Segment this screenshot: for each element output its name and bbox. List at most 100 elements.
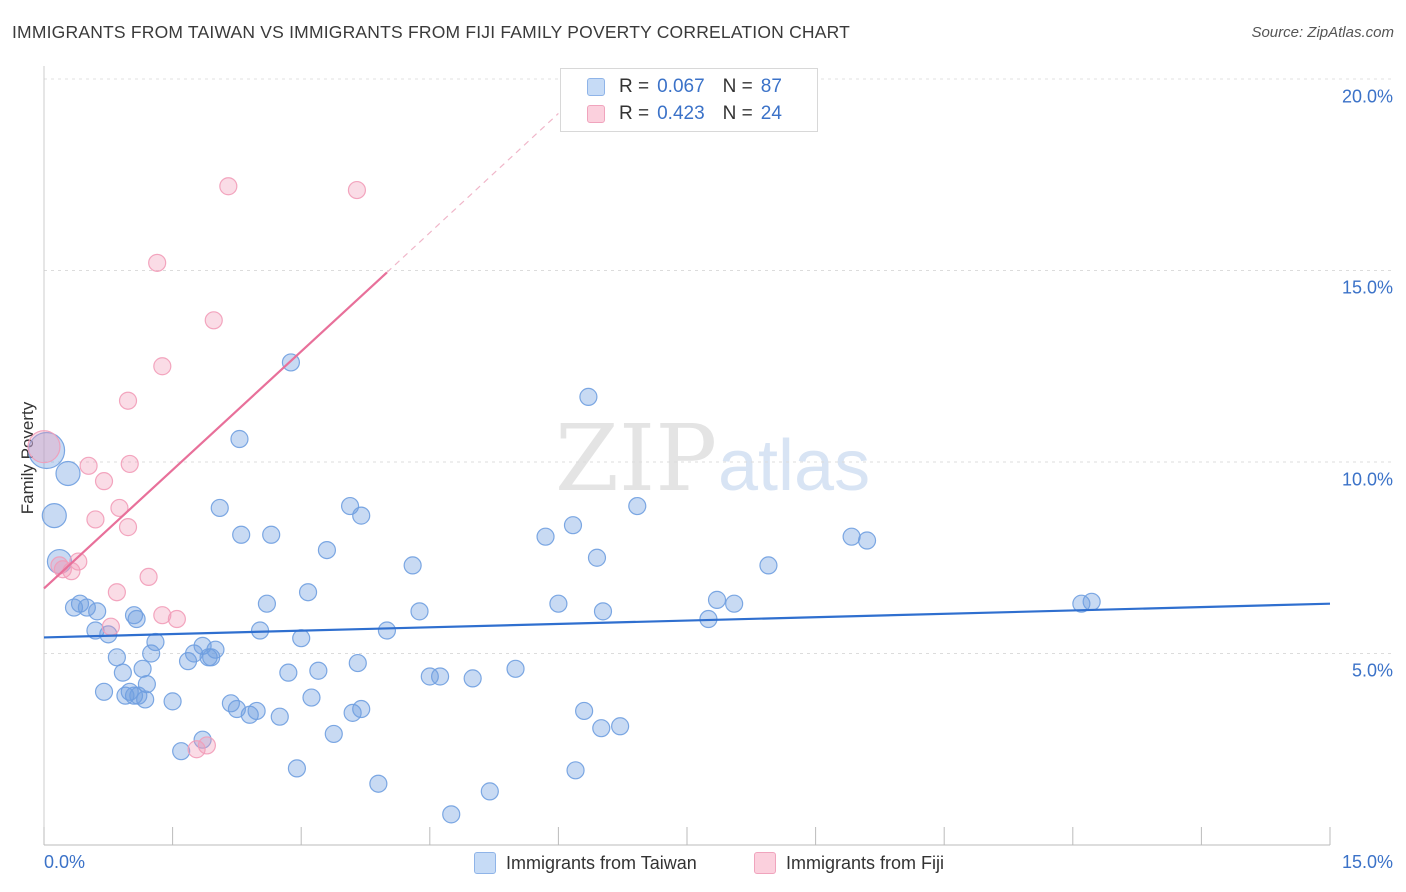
- fiji-point: [148, 253, 167, 272]
- r-label: R =: [619, 76, 650, 97]
- y-tick-label-15: 15.0%: [1341, 277, 1393, 298]
- taiwan-point: [1082, 592, 1101, 611]
- taiwan-point: [317, 540, 337, 560]
- taiwan-point: [142, 644, 161, 663]
- taiwan-point: [592, 719, 611, 738]
- taiwan-point: [575, 701, 594, 721]
- fiji-point: [153, 606, 172, 625]
- taiwan-point: [309, 661, 328, 680]
- taiwan-point: [410, 602, 429, 621]
- taiwan-point: [94, 682, 114, 701]
- taiwan-point: [579, 387, 598, 406]
- fiji-point: [107, 583, 126, 602]
- taiwan-point: [262, 525, 281, 544]
- legend-row-fiji: R = 0.423 N = 24: [587, 103, 782, 125]
- fiji-point: [197, 736, 216, 755]
- legend-item-fiji: Immigrants from Fiji: [754, 852, 944, 874]
- n-value: 87: [760, 76, 782, 97]
- chart-title: IMMIGRANTS FROM TAIWAN VS IMMIGRANTS FRO…: [12, 22, 851, 42]
- fiji-point: [139, 567, 158, 587]
- n-label: N =: [722, 103, 753, 124]
- taiwan-point: [536, 527, 555, 546]
- fiji-point: [204, 311, 223, 330]
- taiwan-point: [628, 496, 647, 516]
- fiji-point: [86, 510, 105, 529]
- fiji-legend-swatch: [754, 852, 776, 874]
- taiwan-point: [232, 525, 251, 544]
- taiwan-point: [116, 686, 135, 705]
- taiwan-point: [206, 640, 225, 659]
- fiji-point: [118, 391, 138, 410]
- taiwan-point: [133, 659, 152, 678]
- taiwan-point: [430, 667, 450, 686]
- source-label: Source: ZipAtlas.com: [1251, 24, 1394, 41]
- x-tick-label-max: 15.0%: [1341, 852, 1393, 872]
- taiwan-point: [587, 548, 607, 567]
- watermark-zip: ZIP: [555, 405, 717, 512]
- fiji-point: [120, 454, 139, 474]
- fiji-trend-extension: [386, 113, 559, 273]
- taiwan-point: [163, 692, 182, 711]
- taiwan-point: [287, 759, 307, 778]
- taiwan-point: [230, 429, 249, 449]
- taiwan-point: [842, 527, 861, 546]
- r-label: R =: [619, 103, 650, 124]
- taiwan-point: [257, 594, 277, 613]
- taiwan-point: [298, 583, 318, 602]
- fiji-point: [94, 472, 114, 491]
- taiwan-point: [759, 556, 778, 575]
- taiwan-point: [352, 699, 371, 719]
- y-tick-label-20: 20.0%: [1341, 86, 1393, 107]
- taiwan-swatch: [587, 78, 605, 96]
- fiji-point: [219, 177, 238, 196]
- taiwan-point: [348, 653, 367, 673]
- fiji-point: [187, 740, 206, 759]
- taiwan-point: [55, 460, 81, 487]
- taiwan-point: [113, 663, 132, 682]
- legend-row-taiwan: R = 0.067 N = 87: [587, 76, 782, 98]
- taiwan-point: [549, 594, 568, 613]
- taiwan-point: [41, 503, 67, 529]
- y-tick-label-10: 10.0%: [1341, 469, 1393, 490]
- fiji-point: [101, 617, 120, 636]
- r-value: 0.067: [657, 76, 705, 97]
- taiwan-point: [247, 701, 266, 721]
- taiwan-point: [279, 663, 298, 682]
- r-value: 0.423: [657, 103, 705, 124]
- x-tick-label-min: 0.0%: [44, 852, 86, 872]
- fiji-point: [27, 430, 61, 464]
- watermark-atlas: atlas: [718, 426, 870, 506]
- taiwan-point: [124, 606, 144, 625]
- taiwan-point: [292, 629, 311, 648]
- taiwan-point: [463, 669, 482, 688]
- taiwan-point: [857, 531, 877, 550]
- taiwan-point: [324, 724, 343, 744]
- taiwan-point: [593, 602, 613, 621]
- taiwan-point: [343, 703, 362, 722]
- taiwan-point: [707, 590, 727, 609]
- taiwan-point: [725, 594, 744, 613]
- taiwan-point: [129, 686, 148, 705]
- taiwan-point: [377, 621, 397, 640]
- taiwan-point: [77, 598, 96, 617]
- fiji-trend-line: [43, 271, 388, 590]
- taiwan-point: [270, 707, 289, 726]
- taiwan-point: [107, 648, 126, 667]
- taiwan-point: [442, 805, 461, 824]
- stats-legend: R = 0.067 N = 87 R = 0.423 N = 24: [560, 68, 818, 132]
- fiji-point: [153, 357, 172, 376]
- taiwan-point: [88, 602, 107, 621]
- taiwan-point: [352, 506, 371, 525]
- taiwan-point: [403, 556, 422, 575]
- fiji-legend-label: Immigrants from Fiji: [786, 852, 945, 873]
- taiwan-legend-swatch: [474, 852, 496, 874]
- taiwan-point: [611, 717, 630, 736]
- legend-item-taiwan: Immigrants from Taiwan: [474, 852, 697, 874]
- taiwan-point: [420, 667, 439, 686]
- fiji-point: [167, 609, 186, 629]
- taiwan-point: [566, 761, 585, 780]
- y-tick-label-5: 5.0%: [1351, 660, 1393, 681]
- taiwan-trend-line: [43, 602, 1331, 639]
- n-label: N =: [722, 76, 753, 97]
